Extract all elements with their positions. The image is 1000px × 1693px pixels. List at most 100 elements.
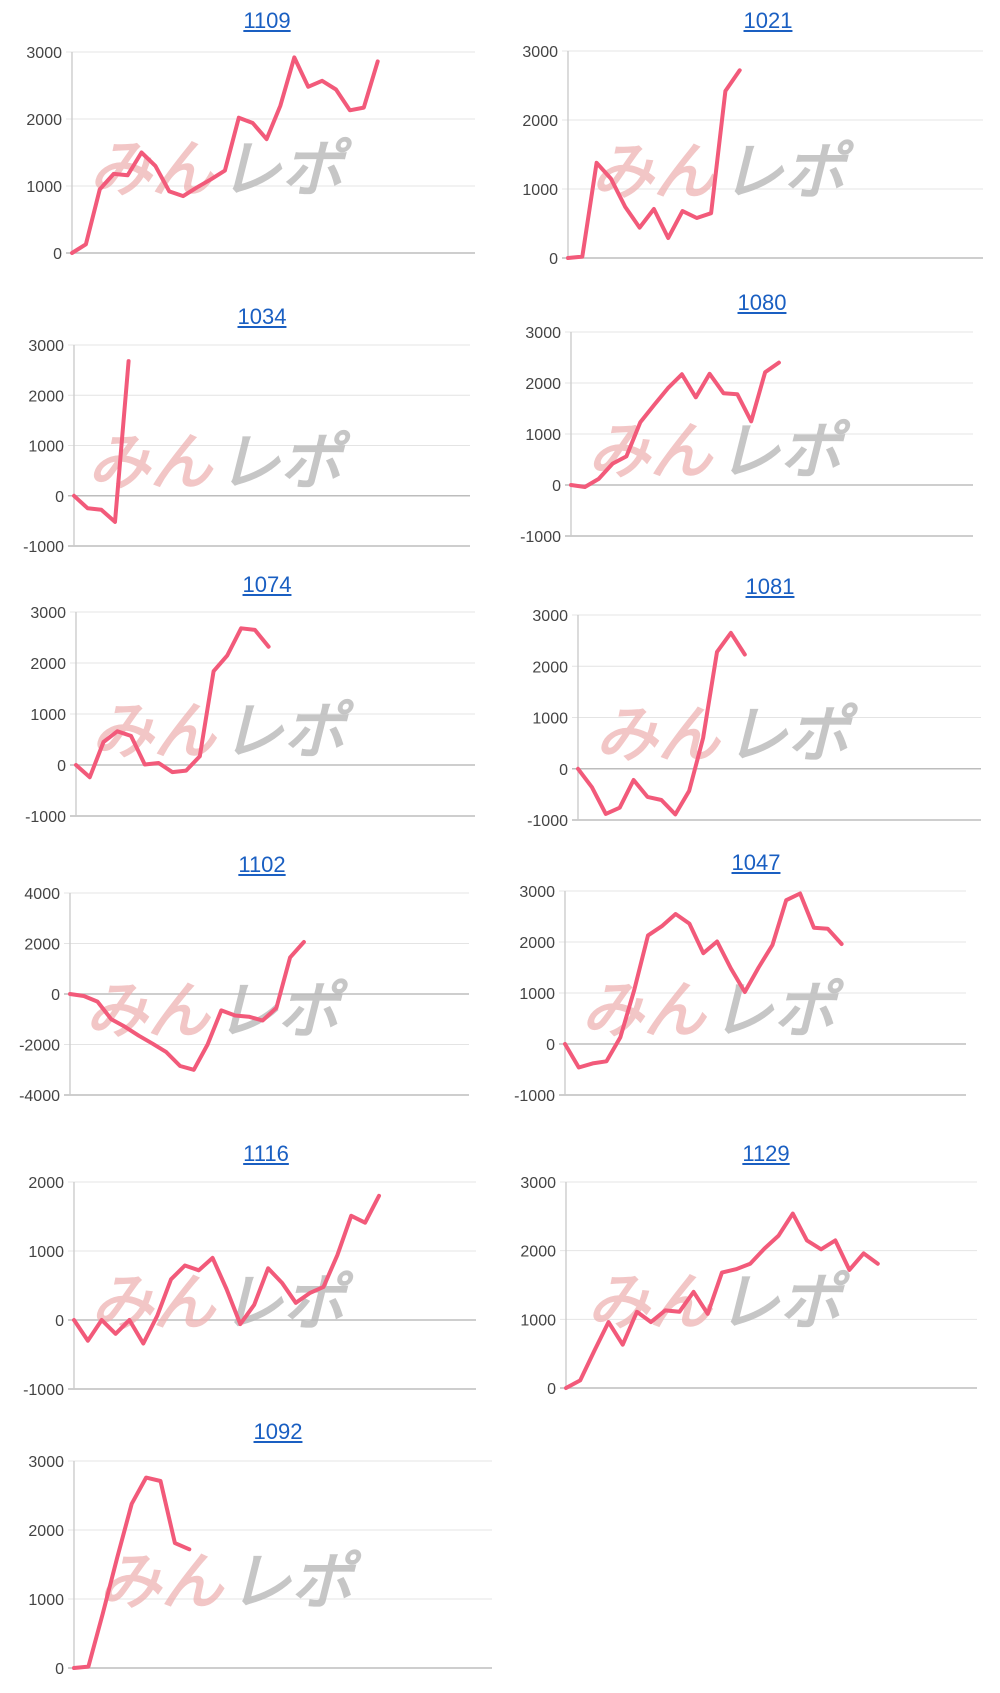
chart-title-link[interactable]: 1074	[242, 572, 292, 597]
series-line	[72, 1475, 192, 1670]
watermark-logo: みん レポ	[591, 135, 854, 208]
y-tick-label: -2000	[19, 1038, 60, 1055]
y-tick-label: 3000	[532, 608, 568, 625]
chart-title-link[interactable]: 1081	[745, 574, 795, 599]
svg-text:みん: みん	[91, 694, 217, 767]
y-tick-label: 1000	[28, 1592, 64, 1609]
y-tick-label: -1000	[520, 529, 561, 546]
svg-text:みん: みん	[89, 133, 215, 206]
y-tick-label: 1000	[520, 1312, 556, 1329]
series-line	[74, 626, 271, 780]
y-tick-label: 2000	[519, 935, 555, 952]
y-tick-label: -1000	[25, 809, 66, 826]
y-tick-label: 2000	[522, 113, 558, 130]
y-tick-label: 0	[55, 1313, 64, 1330]
chart-title-link[interactable]: 1129	[742, 1141, 790, 1166]
watermark-logo: みん レポ	[595, 698, 858, 771]
series-line	[563, 891, 844, 1070]
svg-text:みん: みん	[91, 1266, 217, 1339]
y-tick-label: 0	[549, 251, 558, 268]
y-tick-label: 1000	[532, 711, 568, 728]
svg-text:みん: みん	[88, 426, 214, 499]
y-tick-label: 1000	[30, 707, 66, 724]
y-tick-label: 3000	[30, 605, 66, 622]
y-tick-label: 0	[51, 987, 60, 1004]
y-tick-label: 1000	[525, 427, 561, 444]
y-tick-label: 2000	[532, 659, 568, 676]
chart-title-link[interactable]: 1021	[743, 8, 793, 33]
series-line	[72, 359, 131, 524]
y-tick-label: 0	[55, 489, 64, 506]
svg-text:みん: みん	[99, 1545, 225, 1618]
y-tick-label: 2000	[525, 376, 561, 393]
series-line	[566, 68, 742, 260]
y-tick-label: 0	[552, 478, 561, 495]
svg-text:レポ: レポ	[221, 1266, 354, 1339]
y-tick-label: -1000	[514, 1088, 555, 1105]
y-tick-label: -1000	[23, 539, 64, 556]
y-tick-label: 0	[546, 1037, 555, 1054]
y-tick-label: 1000	[28, 439, 64, 456]
y-tick-label: 0	[53, 246, 62, 263]
watermark-logo: みん レポ	[91, 1266, 354, 1339]
watermark-logo: みん レポ	[99, 1545, 362, 1618]
y-tick-label: -4000	[19, 1088, 60, 1105]
svg-text:レポ: レポ	[216, 974, 349, 1047]
y-tick-label: 2000	[28, 388, 64, 405]
y-tick-label: -1000	[23, 1382, 64, 1399]
watermark-logo: みん レポ	[89, 133, 352, 206]
y-tick-label: -1000	[527, 813, 568, 830]
y-tick-label: 0	[55, 1661, 64, 1678]
y-tick-label: 0	[559, 762, 568, 779]
chart-title-link[interactable]: 1080	[737, 290, 787, 315]
series-line	[72, 1193, 381, 1346]
y-tick-label: 1000	[26, 179, 62, 196]
y-tick-label: 1000	[522, 182, 558, 199]
y-tick-label: 3000	[520, 1175, 556, 1192]
svg-text:みん: みん	[587, 1266, 713, 1339]
svg-text:レポ: レポ	[220, 133, 353, 206]
series-line	[564, 1211, 880, 1390]
y-tick-label: 2000	[24, 937, 60, 954]
svg-text:みん: みん	[85, 974, 211, 1047]
y-tick-label: 0	[57, 758, 66, 775]
y-tick-label: 3000	[28, 338, 64, 355]
chart-title-link[interactable]: 1092	[253, 1419, 303, 1444]
watermark-logo: みん レポ	[581, 973, 844, 1046]
svg-text:レポ: レポ	[712, 973, 845, 1046]
chart-title-link[interactable]: 1102	[238, 852, 286, 877]
svg-text:みん: みん	[581, 973, 707, 1046]
y-tick-label: 3000	[522, 44, 558, 61]
chart-title-link[interactable]: 1109	[243, 8, 291, 33]
watermark-logo: みん レポ	[91, 694, 354, 767]
y-tick-label: 1000	[28, 1244, 64, 1261]
y-tick-label: 2000	[520, 1244, 556, 1261]
y-tick-label: 2000	[30, 656, 66, 673]
chart-title-link[interactable]: 1116	[243, 1141, 289, 1166]
watermark-logo: みん レポ	[588, 414, 851, 487]
watermark-logo: みん レポ	[88, 426, 351, 499]
y-tick-label: 2000	[28, 1523, 64, 1540]
series-line	[68, 940, 306, 1072]
y-tick-label: 3000	[519, 884, 555, 901]
series-line	[576, 630, 747, 817]
chart-title-link[interactable]: 1034	[237, 304, 287, 329]
y-tick-label: 0	[547, 1381, 556, 1398]
y-tick-label: 3000	[28, 1454, 64, 1471]
y-tick-label: 3000	[525, 325, 561, 342]
svg-text:レポ: レポ	[726, 698, 859, 771]
svg-text:みん: みん	[591, 135, 717, 208]
chart-title-link[interactable]: 1047	[731, 850, 781, 875]
svg-text:レポ: レポ	[722, 135, 855, 208]
y-tick-label: 1000	[519, 986, 555, 1003]
svg-text:レポ: レポ	[718, 1266, 851, 1339]
svg-text:レポ: レポ	[718, 414, 851, 487]
